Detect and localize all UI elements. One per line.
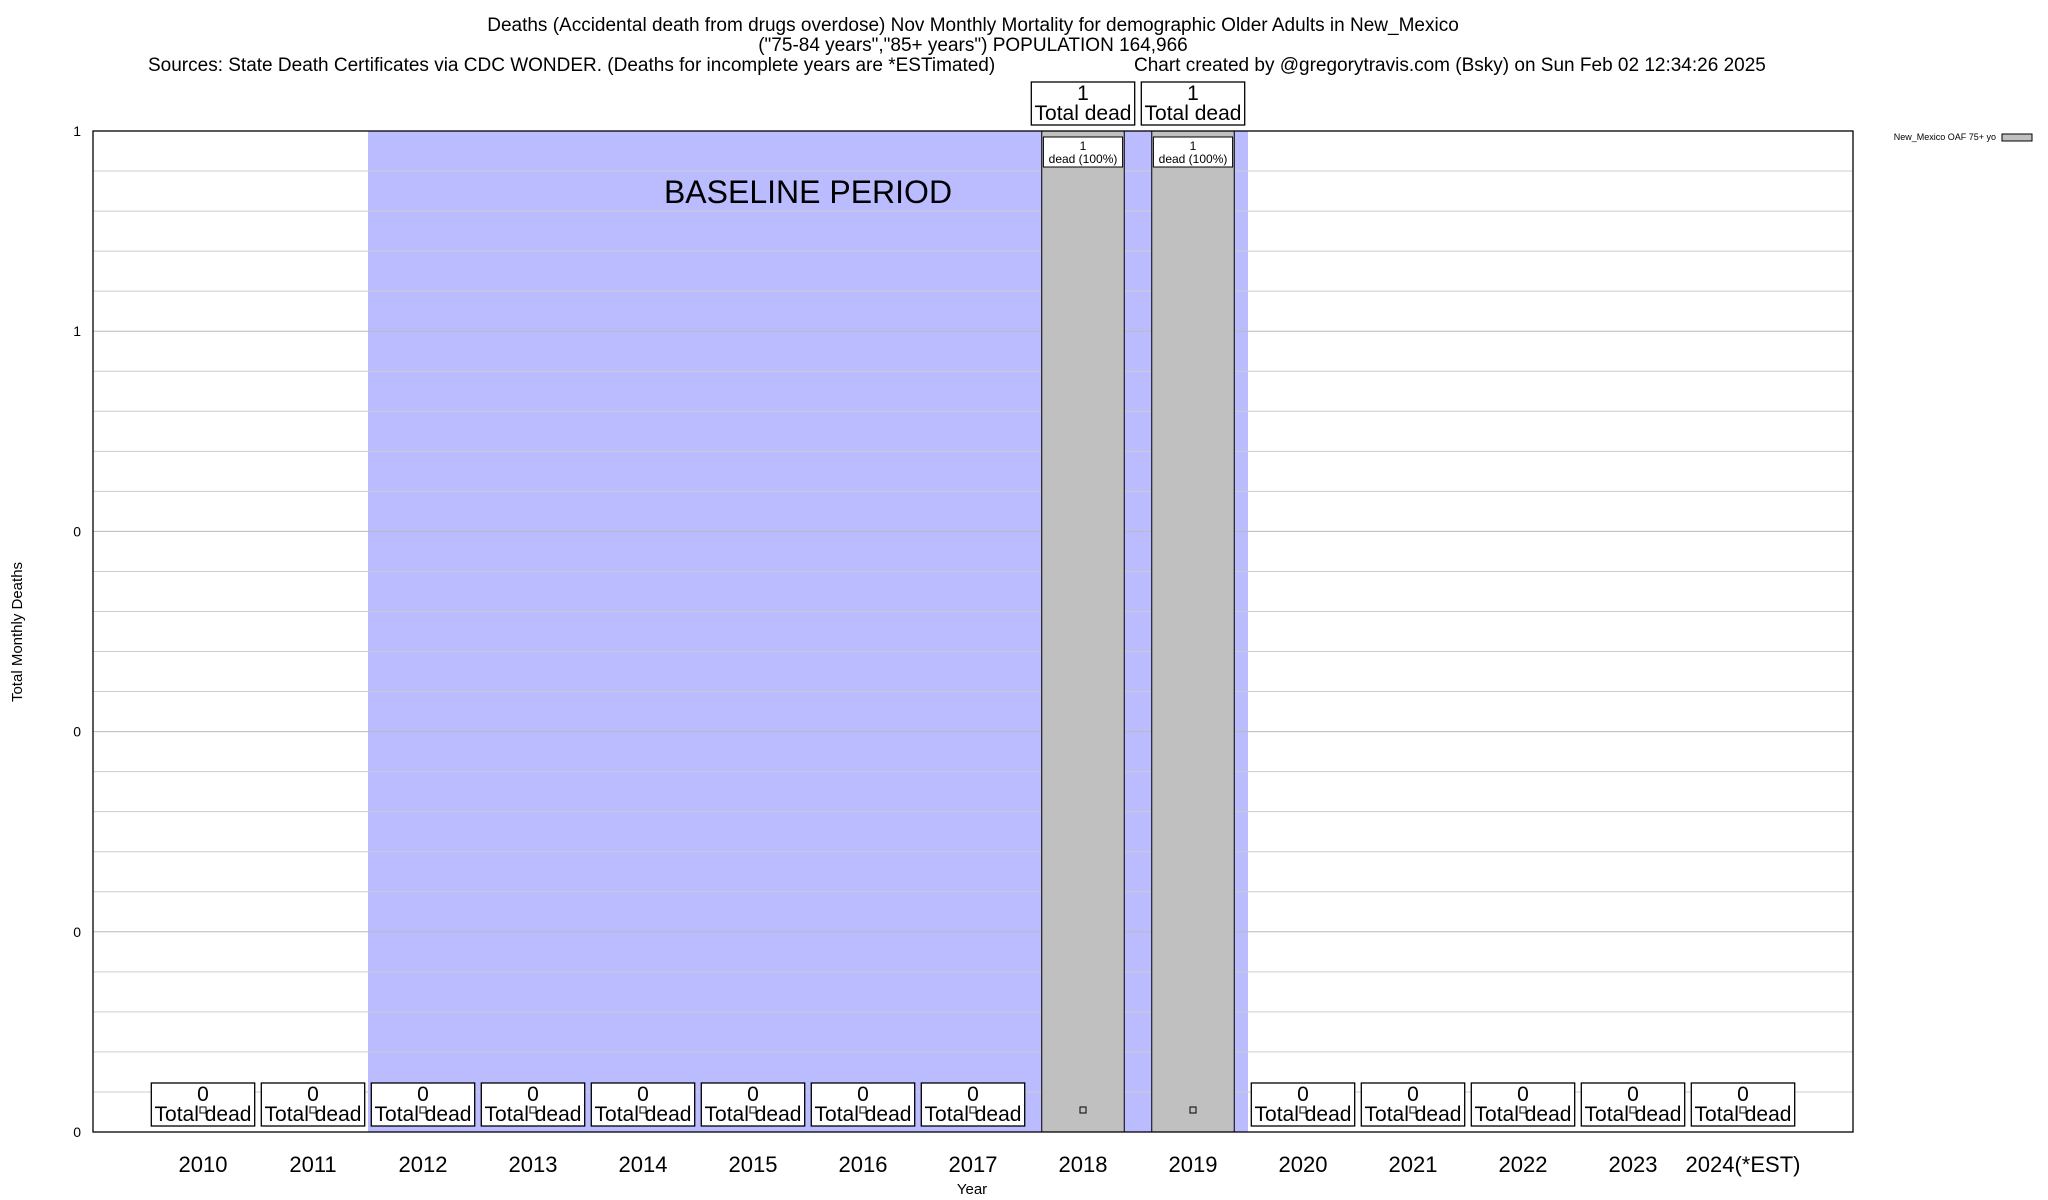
x-tick-label: 2024(*EST)	[1686, 1152, 1801, 1177]
y-axis-label: Total Monthly Deaths	[9, 562, 26, 702]
value-label: 0 Total dead	[705, 1083, 802, 1126]
value-label: 0 Total dead	[925, 1083, 1022, 1126]
y-tick-label: 0	[73, 523, 81, 539]
baseline-label: BASELINE PERIOD	[664, 174, 952, 210]
y-tick-label: 1	[73, 123, 81, 139]
x-tick-marker	[1189, 1106, 1197, 1114]
x-tick-label: 2021	[1389, 1152, 1438, 1177]
value-label: 0 Total dead	[1695, 1083, 1792, 1126]
x-tick-marker	[1299, 1106, 1307, 1114]
x-tick-label: 2016	[839, 1152, 888, 1177]
value-label-box	[920, 1082, 1026, 1127]
x-tick-label: 2010	[179, 1152, 228, 1177]
value-label: 0 Total dead	[265, 1083, 362, 1126]
x-tick-marker	[859, 1106, 867, 1114]
value-label-box	[370, 1082, 476, 1127]
chart-credit: Chart created by @gregorytravis.com (Bsk…	[1134, 55, 1766, 76]
plot-frame	[92, 130, 1854, 1133]
value-label-box	[480, 1082, 586, 1127]
value-label: 0 Total dead	[1255, 1083, 1352, 1126]
x-tick-marker	[529, 1106, 537, 1114]
x-tick-marker	[749, 1106, 757, 1114]
bar-label-box	[1152, 136, 1234, 168]
value-label: 1 Total dead	[1035, 82, 1132, 125]
value-label: 0 Total dead	[1585, 1083, 1682, 1126]
value-label: 0 Total dead	[595, 1083, 692, 1126]
legend-swatch	[2001, 133, 2033, 142]
value-label-box	[1360, 1082, 1466, 1127]
value-label: 0 Total dead	[1475, 1083, 1572, 1126]
value-label-box	[150, 1082, 256, 1127]
x-tick-label: 2011	[289, 1152, 336, 1177]
x-tick-marker	[1739, 1106, 1747, 1114]
value-label-box	[1690, 1082, 1796, 1127]
x-tick-marker	[1629, 1106, 1637, 1114]
value-label-box	[1580, 1082, 1686, 1127]
x-tick-marker	[1519, 1106, 1527, 1114]
value-label: 0 Total dead	[485, 1083, 582, 1126]
bar-label-box	[1042, 136, 1124, 168]
value-label-box	[1470, 1082, 1576, 1127]
legend-label: New_Mexico OAF 75+ yo	[1894, 132, 1996, 142]
value-label: 0 Total dead	[375, 1083, 472, 1126]
x-tick-marker	[969, 1106, 977, 1114]
x-tick-label: 2015	[729, 1152, 778, 1177]
x-tick-marker	[199, 1106, 207, 1114]
y-tick-label: 0	[73, 1124, 81, 1140]
x-tick-label: 2023	[1609, 1152, 1658, 1177]
x-tick-marker	[639, 1106, 647, 1114]
x-tick-label: 2012	[399, 1152, 448, 1177]
x-tick-label: 2014	[619, 1152, 668, 1177]
chart-subtitle: ("75-84 years","85+ years") POPULATION 1…	[758, 35, 1188, 56]
value-label: 0 Total dead	[155, 1083, 252, 1126]
value-label-box	[1250, 1082, 1356, 1127]
bar	[1151, 130, 1235, 1133]
value-label-box	[590, 1082, 696, 1127]
x-tick-marker	[1409, 1106, 1417, 1114]
chart-source: Sources: State Death Certificates via CD…	[148, 55, 995, 76]
value-label: 0 Total dead	[1365, 1083, 1462, 1126]
bar	[1041, 130, 1125, 1133]
x-tick-label: 2019	[1169, 1152, 1218, 1177]
value-label-box	[260, 1082, 366, 1127]
y-tick-label: 1	[73, 323, 81, 339]
x-tick-label: 2020	[1279, 1152, 1328, 1177]
y-tick-label: 0	[73, 924, 81, 940]
value-label-box	[1030, 81, 1136, 126]
x-tick-label: 2013	[509, 1152, 558, 1177]
x-tick-label: 2017	[949, 1152, 998, 1177]
x-tick-marker	[419, 1106, 427, 1114]
value-label-box	[810, 1082, 916, 1127]
value-label-box	[1140, 81, 1246, 126]
value-label-box	[700, 1082, 806, 1127]
value-label: 1 Total dead	[1145, 82, 1242, 125]
value-label: 0 Total dead	[815, 1083, 912, 1126]
bar-label: 1 dead (100%)	[1049, 139, 1118, 166]
x-tick-marker	[309, 1106, 317, 1114]
chart-title: Deaths (Accidental death from drugs over…	[487, 15, 1459, 36]
x-axis-label: Year	[957, 1181, 987, 1198]
x-tick-label: 2018	[1059, 1152, 1108, 1177]
y-tick-label: 0	[73, 724, 81, 740]
bar-label: 1 dead (100%)	[1159, 139, 1228, 166]
x-tick-label: 2022	[1499, 1152, 1548, 1177]
x-tick-marker	[1079, 1106, 1087, 1114]
